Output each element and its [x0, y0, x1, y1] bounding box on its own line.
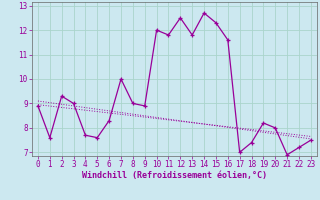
- X-axis label: Windchill (Refroidissement éolien,°C): Windchill (Refroidissement éolien,°C): [82, 171, 267, 180]
